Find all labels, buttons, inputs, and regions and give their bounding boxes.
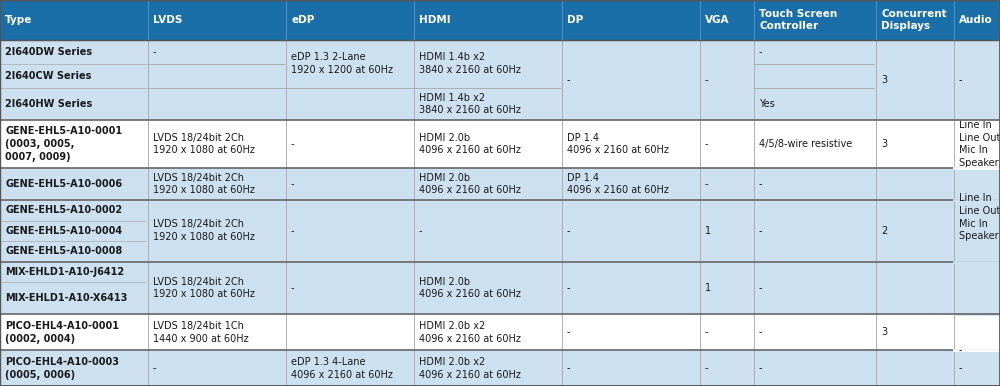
Text: LVDS 18/24bit 2Ch
1920 x 1080 at 60Hz: LVDS 18/24bit 2Ch 1920 x 1080 at 60Hz [153, 220, 255, 242]
Text: 1: 1 [705, 283, 711, 293]
Text: HDMI 1.4b x2
3840 x 2160 at 60Hz: HDMI 1.4b x2 3840 x 2160 at 60Hz [419, 93, 521, 115]
Text: LVDS 18/24bit 1Ch
1440 x 900 at 60Hz: LVDS 18/24bit 1Ch 1440 x 900 at 60Hz [153, 321, 249, 344]
Text: -: - [959, 345, 962, 355]
Text: -: - [567, 226, 570, 236]
Bar [0, 350, 1000, 386]
Text: 4/5/8-wire resistive: 4/5/8-wire resistive [759, 139, 852, 149]
Bar [700, 0, 754, 40]
Text: LVDS 18/24bit 2Ch
1920 x 1080 at 60Hz: LVDS 18/24bit 2Ch 1920 x 1080 at 60Hz [153, 277, 255, 300]
Text: HDMI 2.0b
4096 x 2160 at 60Hz: HDMI 2.0b 4096 x 2160 at 60Hz [419, 173, 521, 195]
Bar [754, 0, 876, 40]
Bar [0, 262, 1000, 315]
Text: GENE-EHL5-A10-0001
(0003, 0005,
0007, 0009): GENE-EHL5-A10-0001 (0003, 0005, 0007, 00… [5, 126, 122, 162]
Text: GENE-EHL5-A10-0006: GENE-EHL5-A10-0006 [5, 179, 122, 189]
Text: 2I640HW Series: 2I640HW Series [5, 99, 92, 109]
Bar [414, 0, 562, 40]
Bar [0, 0, 148, 40]
Text: -: - [705, 327, 708, 337]
Text: GENE-EHL5-A10-0002: GENE-EHL5-A10-0002 [5, 205, 122, 215]
Bar [954, 262, 1000, 315]
Text: HDMI 2.0b x2
4096 x 2160 at 60Hz: HDMI 2.0b x2 4096 x 2160 at 60Hz [419, 357, 521, 379]
Text: DP 1.4
4096 x 2160 at 60Hz: DP 1.4 4096 x 2160 at 60Hz [567, 173, 669, 195]
Text: 3: 3 [881, 139, 887, 149]
Bar [954, 0, 1000, 40]
Text: HDMI: HDMI [419, 15, 451, 25]
Text: -: - [759, 363, 763, 373]
Text: PICO-EHL4-A10-0003
(0005, 0006): PICO-EHL4-A10-0003 (0005, 0006) [5, 357, 119, 379]
Text: HDMI 1.4b x2
3840 x 2160 at 60Hz: HDMI 1.4b x2 3840 x 2160 at 60Hz [419, 52, 521, 75]
Text: 1: 1 [705, 226, 711, 236]
Bar [954, 120, 1000, 168]
Text: eDP: eDP [291, 15, 314, 25]
Text: DP: DP [567, 15, 583, 25]
Text: Touch Screen
Controller: Touch Screen Controller [759, 8, 837, 31]
Text: -: - [567, 327, 570, 337]
Text: -: - [567, 283, 570, 293]
Bar [0, 200, 1000, 262]
Text: -: - [291, 179, 294, 189]
Text: LVDS 18/24bit 2Ch
1920 x 1080 at 60Hz: LVDS 18/24bit 2Ch 1920 x 1080 at 60Hz [153, 173, 255, 195]
Text: -: - [291, 283, 294, 293]
Text: -: - [291, 226, 294, 236]
Text: MIX-EHLD1-A10-X6413: MIX-EHLD1-A10-X6413 [5, 293, 127, 303]
Bar [954, 200, 1000, 262]
Text: -: - [705, 139, 708, 149]
Text: -: - [759, 226, 763, 236]
Bar [954, 168, 1000, 200]
Bar [286, 0, 414, 40]
Text: GENE-EHL5-A10-0004: GENE-EHL5-A10-0004 [5, 226, 122, 236]
Text: HDMI 2.0b
4096 x 2160 at 60Hz: HDMI 2.0b 4096 x 2160 at 60Hz [419, 132, 521, 156]
Text: 3: 3 [881, 327, 887, 337]
Text: 2I640CW Series: 2I640CW Series [5, 71, 91, 81]
Text: Line In
Line Out
Mic In
Speaker out: Line In Line Out Mic In Speaker out [959, 193, 1000, 242]
Bar [0, 120, 1000, 168]
Text: -: - [705, 179, 708, 189]
Bar [562, 0, 700, 40]
Text: -: - [759, 179, 763, 189]
Bar [0, 168, 1000, 200]
Text: -: - [959, 75, 962, 85]
Text: eDP 1.3 4-Lane
4096 x 2160 at 60Hz: eDP 1.3 4-Lane 4096 x 2160 at 60Hz [291, 357, 393, 379]
Text: 3: 3 [881, 75, 887, 85]
Bar [148, 0, 286, 40]
Text: -: - [759, 327, 763, 337]
Text: -: - [705, 75, 708, 85]
Text: 2: 2 [881, 226, 887, 236]
Text: -: - [291, 139, 294, 149]
Text: -: - [153, 47, 156, 57]
Text: LVDS: LVDS [153, 15, 182, 25]
Text: HDMI 2.0b
4096 x 2160 at 60Hz: HDMI 2.0b 4096 x 2160 at 60Hz [419, 277, 521, 300]
Text: MIX-EHLD1-A10-J6412: MIX-EHLD1-A10-J6412 [5, 267, 124, 277]
Text: -: - [419, 226, 422, 236]
Text: -: - [959, 363, 962, 373]
Text: Yes: Yes [759, 99, 775, 109]
Text: Line In
Line Out
Mic In
Speaker out: Line In Line Out Mic In Speaker out [959, 120, 1000, 168]
Bar [0, 40, 1000, 120]
Text: 2I640DW Series: 2I640DW Series [5, 47, 92, 57]
Text: -: - [759, 283, 763, 293]
Text: Concurrent
Displays: Concurrent Displays [881, 8, 947, 31]
Text: -: - [153, 363, 156, 373]
Text: -: - [759, 47, 763, 57]
Text: eDP 1.3 2-Lane
1920 x 1200 at 60Hz: eDP 1.3 2-Lane 1920 x 1200 at 60Hz [291, 52, 393, 75]
Bar [0, 315, 1000, 350]
Text: -: - [567, 363, 570, 373]
Text: Type: Type [5, 15, 32, 25]
Bar [876, 0, 954, 40]
Text: Audio: Audio [959, 15, 993, 25]
Text: -: - [567, 75, 570, 85]
Text: DP 1.4
4096 x 2160 at 60Hz: DP 1.4 4096 x 2160 at 60Hz [567, 132, 669, 156]
Text: VGA: VGA [705, 15, 730, 25]
Text: GENE-EHL5-A10-0008: GENE-EHL5-A10-0008 [5, 246, 122, 256]
Text: LVDS 18/24bit 2Ch
1920 x 1080 at 60Hz: LVDS 18/24bit 2Ch 1920 x 1080 at 60Hz [153, 132, 255, 156]
Text: -: - [705, 363, 708, 373]
Text: PICO-EHL4-A10-0001
(0002, 0004): PICO-EHL4-A10-0001 (0002, 0004) [5, 321, 119, 344]
Text: HDMI 2.0b x2
4096 x 2160 at 60Hz: HDMI 2.0b x2 4096 x 2160 at 60Hz [419, 321, 521, 344]
